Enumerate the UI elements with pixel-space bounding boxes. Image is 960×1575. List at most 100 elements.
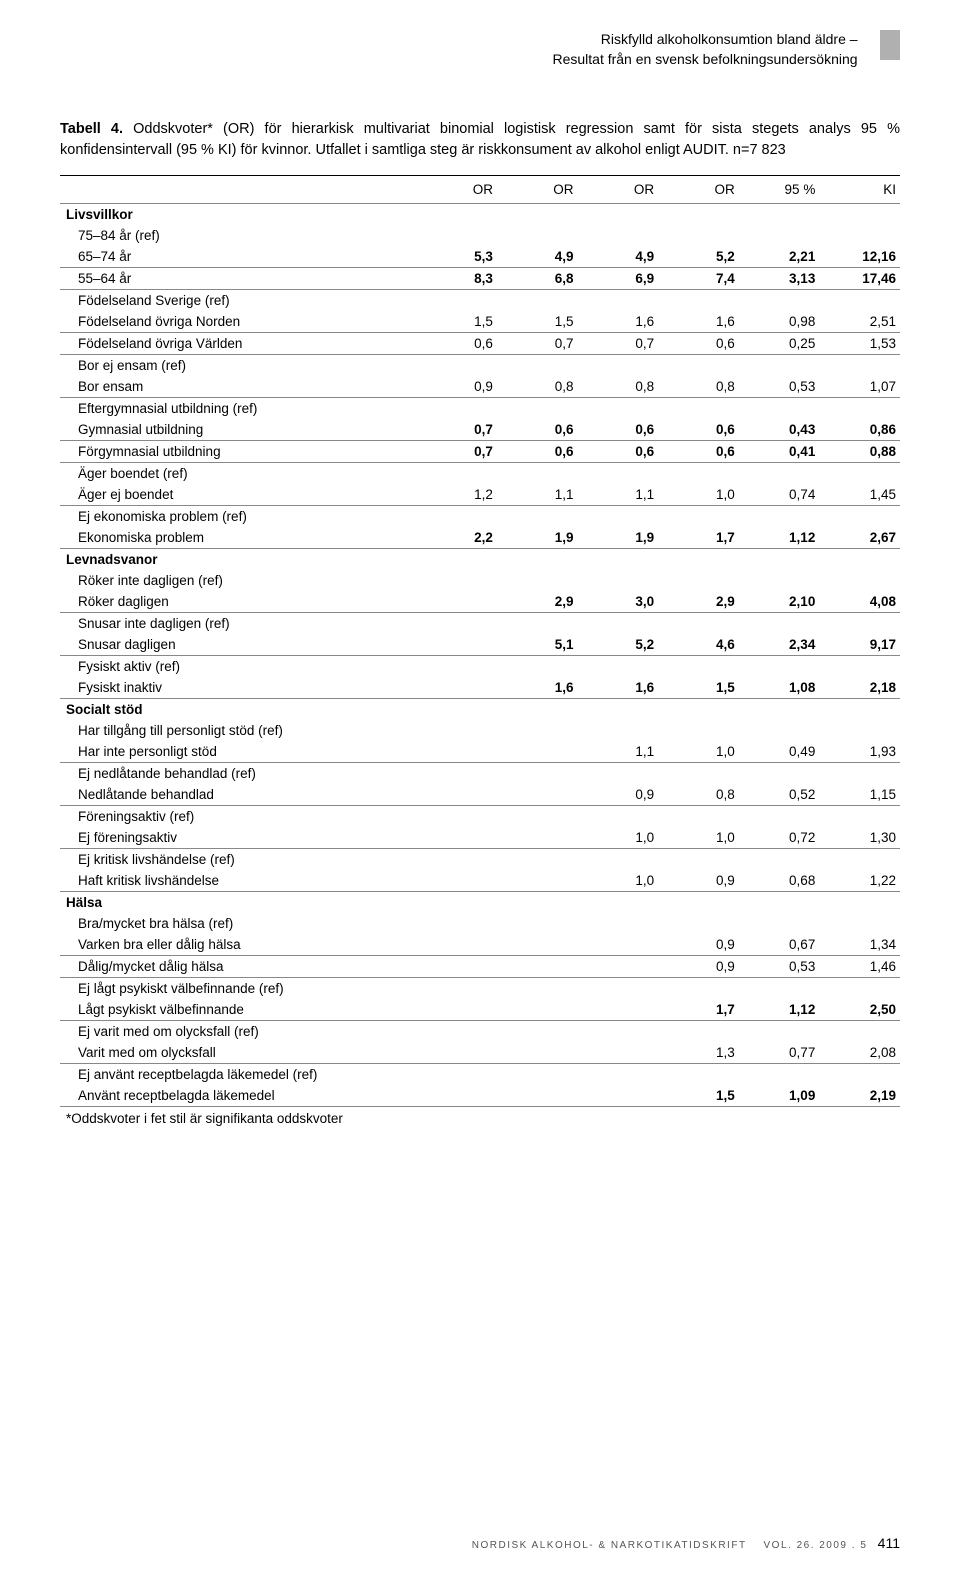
row-value: [416, 549, 497, 571]
row-value: 0,86: [819, 419, 900, 441]
row-value: [416, 913, 497, 934]
table-row: Röker inte dagligen (ref): [60, 570, 900, 591]
row-value: [658, 720, 739, 741]
row-value: [497, 934, 578, 956]
row-value: 0,9: [578, 784, 659, 806]
table-row: 55–64 år8,36,86,97,43,1317,46: [60, 268, 900, 290]
table-row: Livsvillkor: [60, 204, 900, 226]
row-value: [416, 934, 497, 956]
row-label: Snusar inte dagligen (ref): [60, 613, 416, 635]
row-value: [739, 290, 820, 312]
row-value: [497, 699, 578, 721]
row-value: [658, 463, 739, 485]
table-row: Ej kritisk livshändelse (ref): [60, 849, 900, 871]
row-value: [497, 892, 578, 914]
row-value: [658, 763, 739, 785]
header-marker: [880, 30, 900, 60]
table-row: Hälsa: [60, 892, 900, 914]
row-value: [416, 806, 497, 828]
row-label: Fysiskt inaktiv: [60, 677, 416, 699]
table-row: Ej varit med om olycksfall (ref): [60, 1021, 900, 1043]
row-value: 0,7: [578, 333, 659, 355]
row-value: 0,53: [739, 376, 820, 398]
row-label: Föreningsaktiv (ref): [60, 806, 416, 828]
row-value: 0,7: [497, 333, 578, 355]
row-label: Eftergymnasial utbildning (ref): [60, 398, 416, 420]
row-value: [416, 591, 497, 613]
row-value: 2,10: [739, 591, 820, 613]
table-caption: Tabell 4. Oddskvoter* (OR) för hierarkis…: [60, 119, 900, 161]
row-value: [658, 225, 739, 246]
col-2: OR: [497, 176, 578, 204]
row-value: [416, 999, 497, 1021]
row-value: [819, 720, 900, 741]
row-value: [819, 225, 900, 246]
row-value: [739, 398, 820, 420]
row-value: [739, 806, 820, 828]
row-value: [819, 656, 900, 678]
row-label: 55–64 år: [60, 268, 416, 290]
row-value: [497, 827, 578, 849]
row-value: [739, 355, 820, 377]
row-value: [497, 763, 578, 785]
table-row: Snusar dagligen5,15,24,62,349,17: [60, 634, 900, 656]
row-value: [578, 204, 659, 226]
row-value: 0,8: [578, 376, 659, 398]
row-value: [578, 999, 659, 1021]
row-value: [497, 613, 578, 635]
row-value: 1,07: [819, 376, 900, 398]
row-value: [578, 613, 659, 635]
row-label: Bor ej ensam (ref): [60, 355, 416, 377]
row-value: 0,6: [497, 419, 578, 441]
row-value: 5,3: [416, 246, 497, 268]
row-value: 0,6: [658, 441, 739, 463]
row-label: Äger boendet (ref): [60, 463, 416, 485]
row-value: 1,22: [819, 870, 900, 892]
table-row: Socialt stöd: [60, 699, 900, 721]
row-value: 0,53: [739, 956, 820, 978]
row-value: 2,08: [819, 1042, 900, 1064]
row-value: 4,9: [497, 246, 578, 268]
row-value: [739, 463, 820, 485]
row-value: [416, 225, 497, 246]
row-value: [416, 570, 497, 591]
row-value: [416, 956, 497, 978]
row-label: Födelseland övriga Norden: [60, 311, 416, 333]
row-value: [658, 506, 739, 528]
col-3: OR: [578, 176, 659, 204]
row-value: [819, 549, 900, 571]
table-row: Varit med om olycksfall1,30,772,08: [60, 1042, 900, 1064]
table-row: Äger boendet (ref): [60, 463, 900, 485]
row-label: Äger ej boendet: [60, 484, 416, 506]
row-label: Livsvillkor: [60, 204, 416, 226]
row-label: Socialt stöd: [60, 699, 416, 721]
row-value: [416, 870, 497, 892]
row-value: [416, 1042, 497, 1064]
row-value: 0,41: [739, 441, 820, 463]
row-value: [497, 806, 578, 828]
table-row: Bor ej ensam (ref): [60, 355, 900, 377]
row-value: [578, 956, 659, 978]
row-value: 1,34: [819, 934, 900, 956]
row-value: [416, 204, 497, 226]
row-value: [578, 656, 659, 678]
table-row: Ej ekonomiska problem (ref): [60, 506, 900, 528]
table-row: Födelseland Sverige (ref): [60, 290, 900, 312]
row-value: [578, 398, 659, 420]
header-line1: Riskfylld alkoholkonsumtion bland äldre …: [601, 31, 858, 47]
row-value: [658, 806, 739, 828]
row-value: [658, 204, 739, 226]
row-value: [739, 225, 820, 246]
row-value: [578, 570, 659, 591]
row-value: 0,9: [658, 934, 739, 956]
row-value: 0,52: [739, 784, 820, 806]
table-row: Fysiskt inaktiv1,61,61,51,082,18: [60, 677, 900, 699]
row-value: [497, 849, 578, 871]
row-value: 1,6: [578, 677, 659, 699]
table-row: Ekonomiska problem2,21,91,91,71,122,67: [60, 527, 900, 549]
row-value: [497, 204, 578, 226]
row-value: [578, 1021, 659, 1043]
row-value: 2,19: [819, 1085, 900, 1107]
row-value: [819, 290, 900, 312]
row-value: 1,6: [578, 311, 659, 333]
